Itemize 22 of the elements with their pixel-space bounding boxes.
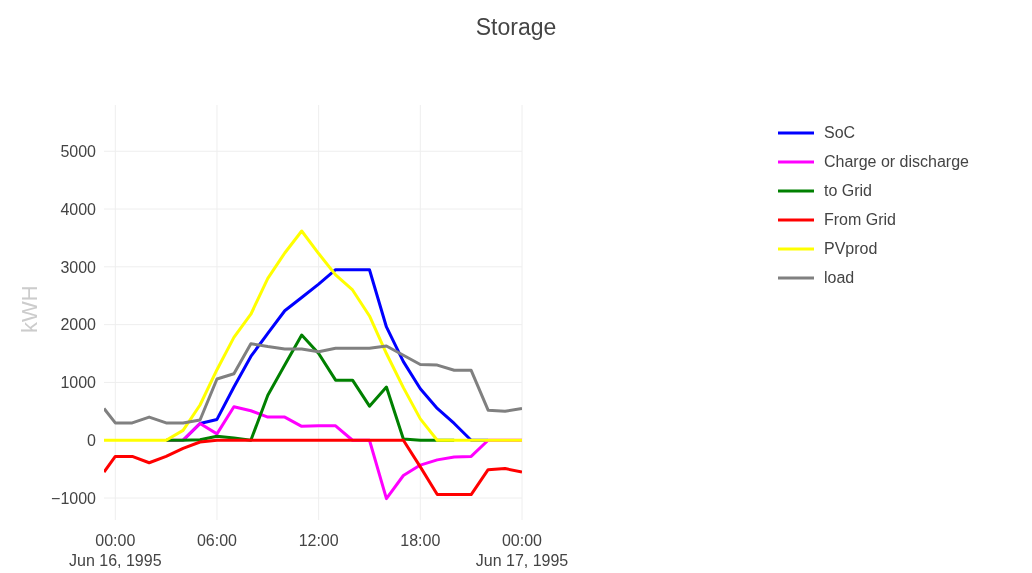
x-tick-label: 00:00 Jun 17, 1995 [475,532,569,569]
x-tick-label: 18:00 [400,532,441,549]
x-tick-label: 12:00 [298,532,339,549]
line-series [104,229,522,442]
y-tick-label: 5000 [60,142,97,160]
y-tick-label: 1000 [60,374,97,392]
legend-label: load [824,268,855,287]
y-tick-label: 2000 [60,316,97,334]
chart-title: Storage [474,14,558,41]
legend-label: to Grid [824,181,873,200]
y-tick-label: 0 [87,431,97,449]
legend-label: PVprod [824,239,878,258]
legend-label: From Grid [824,210,896,229]
y-tick-label: 4000 [60,200,97,218]
legend-label: SoC [824,123,856,142]
line-series [104,438,522,497]
y-tick-label: −1000 [51,489,97,507]
line-series [104,342,522,425]
legend-label: Charge or discharge [824,152,969,171]
x-tick-label: 00:00 Jun 16, 1995 [69,532,162,569]
x-tick-label: 06:00 [196,532,238,549]
y-tick-label: 3000 [60,258,97,276]
